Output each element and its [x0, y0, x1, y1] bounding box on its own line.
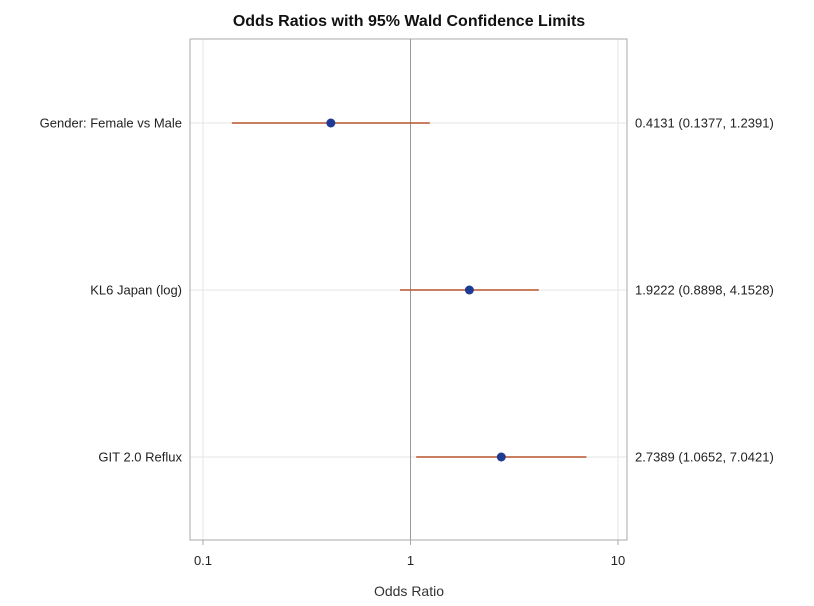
row-label: KL6 Japan (log) — [90, 283, 182, 298]
row-annotation: 1.9222 (0.8898, 4.1528) — [635, 283, 774, 298]
x-tick-label: 0.1 — [194, 553, 212, 568]
x-tick-label: 1 — [407, 553, 414, 568]
row-label: GIT 2.0 Reflux — [98, 450, 182, 465]
odds-ratio-point — [464, 285, 474, 295]
row-annotation: 2.7389 (1.0652, 7.0421) — [635, 450, 774, 465]
x-axis-label: Odds Ratio — [374, 583, 444, 599]
row-annotation: 0.4131 (0.1377, 1.2391) — [635, 116, 774, 131]
row-label: Gender: Female vs Male — [40, 116, 182, 131]
odds-ratio-point — [496, 452, 506, 462]
x-tick-label: 10 — [611, 553, 625, 568]
x-axis-ticks: 0.1 1 10 — [194, 540, 625, 568]
marks-layer — [231, 39, 587, 540]
labels-layer: Gender: Female vs Male 0.4131 (0.1377, 1.… — [40, 116, 774, 465]
plot-frame — [189, 38, 628, 541]
chart-title: Odds Ratios with 95% Wald Confidence Lim… — [233, 13, 585, 30]
odds-ratio-point — [326, 118, 336, 128]
